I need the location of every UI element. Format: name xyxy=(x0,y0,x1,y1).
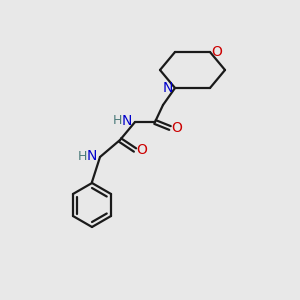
Text: N: N xyxy=(163,81,173,95)
Text: O: O xyxy=(212,45,222,59)
Text: H: H xyxy=(77,149,87,163)
Text: N: N xyxy=(87,149,97,163)
Text: O: O xyxy=(172,121,182,135)
Text: H: H xyxy=(112,115,122,128)
Text: O: O xyxy=(136,143,147,157)
Text: N: N xyxy=(122,114,132,128)
